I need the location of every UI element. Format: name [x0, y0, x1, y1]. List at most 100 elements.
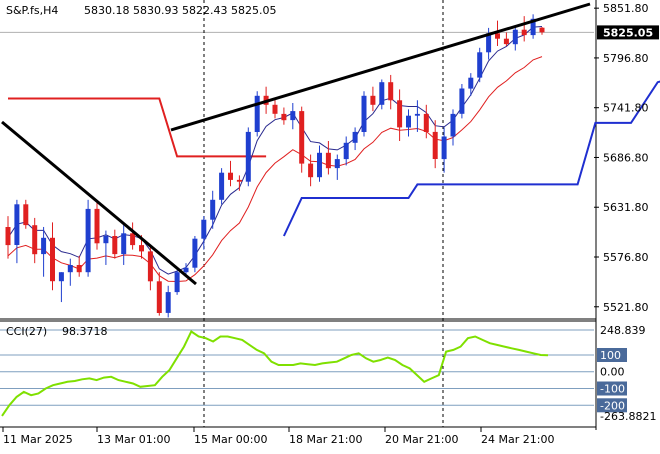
candle-body — [236, 179, 242, 182]
price-tick-label: 5521.80 — [603, 301, 649, 314]
candle-body — [121, 233, 127, 255]
candle-body — [423, 113, 429, 132]
band-layer — [8, 80, 660, 237]
candle-body — [539, 27, 545, 33]
candle-body — [352, 131, 358, 143]
time-axis-labels: 11 Mar 2025 13 Mar 01:00 15 Mar 00:00 18 Ma… — [2, 427, 554, 446]
candle-body — [112, 236, 118, 255]
time-tick-label: 13 Mar 01:00 — [97, 433, 170, 446]
candle-body — [468, 77, 474, 89]
trendline-1 — [170, 2, 591, 132]
candle-body — [14, 204, 20, 245]
trendline-layer — [1, 2, 591, 286]
symbol-label: S&P.fs,H4 — [6, 4, 58, 17]
candle-body — [450, 113, 456, 137]
candle-body — [459, 88, 465, 114]
price-tick-label: 5686.80 — [603, 152, 649, 165]
candle-body — [32, 225, 38, 255]
ohlc-readout: 5830.18 5830.93 5822.43 5825.05 — [84, 4, 276, 17]
cci-level-badge — [597, 348, 627, 362]
candle-body — [486, 33, 492, 53]
cci-line — [1, 330, 549, 417]
time-tick-label: 24 Mar 21:00 — [481, 433, 554, 446]
price-tick-label: 5796.80 — [603, 52, 649, 65]
candle-body — [85, 208, 91, 273]
cci-level-badge — [597, 381, 627, 396]
candle-body — [245, 131, 251, 182]
candle-body — [254, 95, 260, 132]
time-tick-label: 18 Mar 21:00 — [289, 433, 362, 446]
price-tick-label: 5631.80 — [603, 201, 649, 214]
candle-body — [76, 265, 82, 273]
candle-body — [477, 52, 483, 78]
candle-body — [139, 245, 144, 252]
candle-body — [147, 251, 153, 282]
candle-body — [281, 113, 287, 121]
candle-body — [334, 159, 340, 169]
cci-tick-label: -263.8821 — [600, 410, 656, 423]
candle-body — [530, 18, 536, 36]
candle-body — [308, 163, 314, 178]
candle-body — [228, 172, 233, 180]
candle-body — [23, 204, 29, 226]
candle-body — [343, 142, 349, 160]
candle-body — [397, 100, 403, 128]
lower-band-line — [282, 80, 660, 237]
cci-layer — [0, 329, 594, 417]
candle-body — [432, 131, 438, 159]
time-tick-label: 11 Mar 2025 — [3, 433, 73, 446]
cci-tick-label: 100 — [600, 349, 621, 362]
candle-body — [512, 29, 518, 45]
cci-value: 98.3718 — [62, 325, 108, 338]
cci-tick-label: 248.839 — [600, 324, 646, 337]
candle-body — [325, 152, 331, 169]
candle-body — [503, 38, 509, 45]
candle-body — [130, 233, 136, 246]
candle-body — [67, 265, 73, 273]
price-tick-label: 5741.80 — [603, 102, 649, 115]
candle-body — [441, 136, 447, 160]
candle-body — [58, 272, 64, 282]
candle-body — [50, 237, 55, 282]
cci-tick-label: -200 — [600, 399, 625, 412]
candle-body — [370, 95, 376, 105]
candle-body — [94, 208, 100, 244]
price-tick-label: 5851.80 — [603, 2, 649, 15]
candle-body — [210, 199, 216, 220]
candle-layer — [5, 14, 545, 318]
candle-body — [495, 33, 500, 39]
candle-body — [388, 82, 394, 101]
candle-body — [317, 152, 322, 178]
time-tick-label: 15 Mar 00:00 — [194, 433, 267, 446]
cci-tick-label: -100 — [600, 383, 625, 396]
candle-body — [290, 111, 296, 121]
trendline-0 — [1, 120, 197, 286]
candle-body — [165, 292, 171, 313]
candle-body — [5, 227, 11, 246]
upper-band-line — [8, 97, 267, 158]
candle-body — [379, 82, 385, 105]
candle-body — [156, 281, 162, 313]
candle-body — [299, 111, 305, 164]
candle-body — [219, 172, 225, 200]
candle-body — [361, 95, 367, 132]
time-tick-label: 20 Mar 21:00 — [385, 433, 458, 446]
candle-body — [103, 236, 109, 244]
candle-body — [183, 267, 189, 273]
price-tick-label: 5576.80 — [603, 251, 649, 264]
cci-axis-labels: 248.839 100 0.00 -100 -200-263.8821 — [597, 324, 656, 423]
price-pane-frame — [0, 0, 596, 318]
cci-level-badge — [597, 398, 627, 413]
candle-body — [272, 104, 278, 114]
cci-tick-label: 0.00 — [600, 366, 625, 379]
candle-body — [41, 237, 47, 255]
cci-title: CCI(27) — [6, 325, 47, 338]
candle-body — [201, 219, 207, 239]
candle-body — [521, 29, 527, 36]
candle-body — [192, 238, 198, 268]
last-price-label: 5825.05 — [603, 26, 653, 39]
candle-body — [174, 272, 180, 293]
last-price-badge — [597, 25, 659, 40]
